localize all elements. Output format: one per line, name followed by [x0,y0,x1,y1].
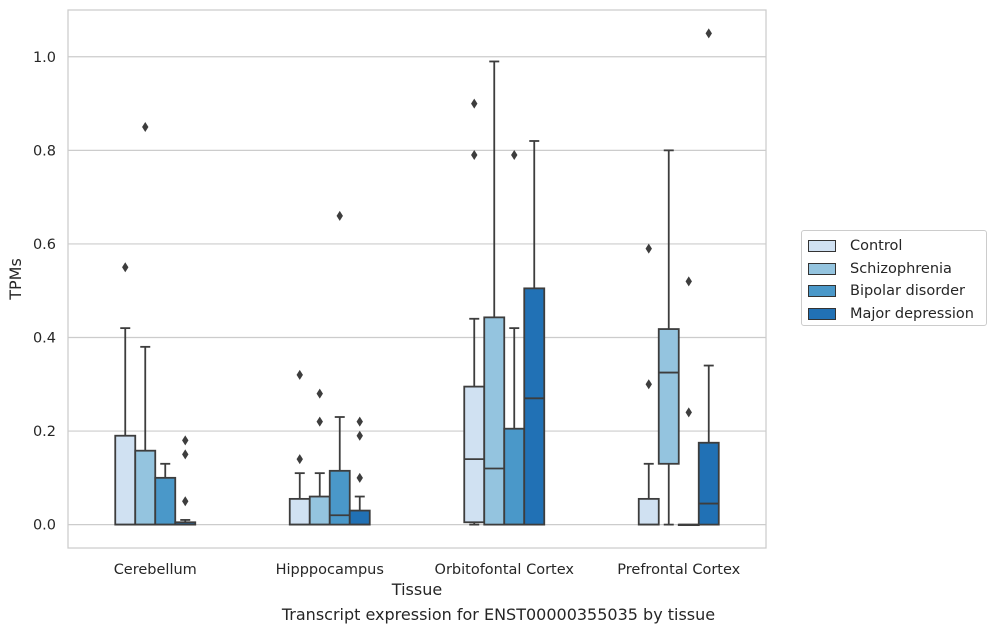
outlier-point [182,435,189,446]
box-0-1 [134,121,157,526]
outlier-point [356,430,363,441]
y-tick-label: 0.6 [33,237,56,253]
y-tick-label: 1.0 [33,50,56,66]
box [308,495,331,526]
outlier-point [685,407,692,418]
y-axis-label: TPMs [6,258,25,301]
box-2-0 [463,98,486,526]
x-tick-label: Prefrontal Cortex [617,562,740,578]
outlier-point [142,121,149,132]
box [483,316,506,526]
y-tick-label: 0.4 [33,330,56,346]
legend-item: Bipolar disorder [808,280,986,303]
box-0-2 [154,462,177,526]
outlier-point [356,472,363,483]
box [503,427,526,526]
box-1-3 [348,416,371,526]
outlier-point [645,379,652,390]
outlier-point [122,262,129,273]
box-1-1 [308,388,331,526]
outlier-point [296,369,303,380]
outlier-point [511,150,518,161]
legend-label: Bipolar disorder [850,283,965,300]
plot-frame [67,9,767,549]
outlier-point [316,388,323,399]
box-3-0 [637,243,660,526]
box [328,469,351,526]
legend-swatch [808,262,836,275]
outlier-point [645,243,652,254]
legend-item: Major depression [808,303,986,326]
box-2-1 [483,60,506,526]
box [657,328,680,465]
outlier-point [296,454,303,465]
legend: Control Schizophrenia Bipolar disorder Majo… [801,230,987,326]
box [134,449,157,526]
outlier-point [316,416,323,427]
legend-item: Control [808,235,986,258]
legend-item: Schizophrenia [808,258,986,281]
outlier-point [182,449,189,460]
box-2-3 [523,140,546,526]
box [154,476,177,526]
box-3-2 [677,276,700,527]
x-tick-label: Cerebellum [114,562,197,578]
outlier-point [182,496,189,507]
box [348,509,371,526]
x-tick-label: Hipppocampus [276,562,384,578]
legend-swatch [808,307,836,320]
box-3-1 [657,149,680,526]
box-0-3 [174,435,197,526]
y-tick-label: 0.0 [33,518,56,534]
chart-caption: Transcript expression for ENST0000035503… [281,605,716,624]
x-axis-label: Tissue [391,580,442,599]
legend-label: Major depression [850,305,974,322]
outlier-point [685,276,692,287]
outlier-point [336,210,343,221]
box-1-0 [288,369,311,526]
y-tick-label: 0.8 [33,143,56,159]
outlier-point [471,98,478,109]
box [114,434,137,526]
legend-swatch [808,285,836,298]
box [637,497,660,526]
box [523,287,546,526]
outlier-point [705,28,712,39]
outlier-point [471,150,478,161]
x-tick-label: Orbitofontal Cortex [435,562,575,578]
y-tick-label: 0.2 [33,424,56,440]
box [463,385,486,524]
outlier-point [356,416,363,427]
legend-swatch [808,240,836,253]
box [288,497,311,526]
box-0-0 [114,262,137,526]
legend-label: Schizophrenia [850,260,952,277]
legend-label: Control [850,238,903,255]
box-1-2 [328,210,351,526]
box-3-3 [697,28,720,526]
box [697,441,720,526]
box-2-2 [503,150,526,526]
